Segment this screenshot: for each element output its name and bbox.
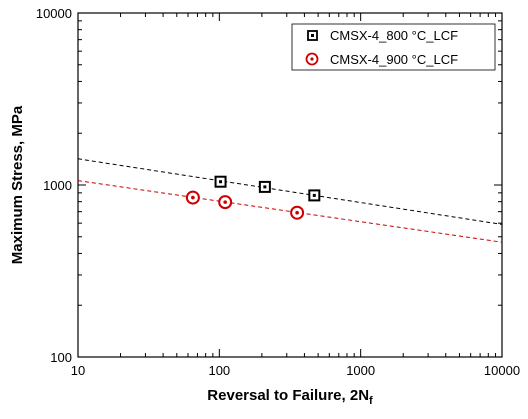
x-tick-label: 100 [208, 363, 230, 378]
legend-label-900: CMSX-4_900 °C_LCF [330, 52, 458, 67]
y-tick-label: 1000 [43, 178, 72, 193]
x-axis-title-main: Reversal to Failure, 2N [207, 387, 369, 404]
y-tick-label: 100 [50, 350, 72, 365]
legend-marker-square-center [311, 34, 314, 37]
data-point-center-series-0 [219, 180, 223, 184]
legend-label-800: CMSX-4_800 °C_LCF [330, 28, 458, 43]
x-tick-label: 10000 [484, 363, 520, 378]
legend-box [291, 23, 496, 71]
y-axis-title: Maximum Stress, MPa [9, 105, 26, 264]
legend-marker-square-icon [307, 30, 318, 41]
fit-line-series-1 [77, 180, 503, 243]
data-point-center-series-1 [223, 200, 227, 204]
data-point-center-series-0 [263, 185, 267, 189]
data-point-center-series-1 [191, 195, 195, 200]
y-tick-label: 10000 [36, 6, 72, 21]
data-markers [185, 175, 321, 220]
legend: CMSX-4_800 °C_LCF CMSX-4_900 °C_LCF [291, 23, 496, 71]
fit-lines [77, 158, 503, 243]
data-point-center-series-1 [295, 210, 299, 215]
legend-marker-circle-center [310, 57, 314, 61]
x-tick-label: 10 [71, 363, 85, 378]
fit-line-series-0 [77, 158, 503, 225]
legend-marker-circle-icon [305, 52, 319, 66]
x-axis-title-subscript: f [369, 395, 373, 407]
data-point-center-series-0 [312, 193, 316, 197]
x-axis-title: Reversal to Failure, 2Nf [207, 387, 373, 407]
x-tick-label: 1000 [346, 363, 375, 378]
